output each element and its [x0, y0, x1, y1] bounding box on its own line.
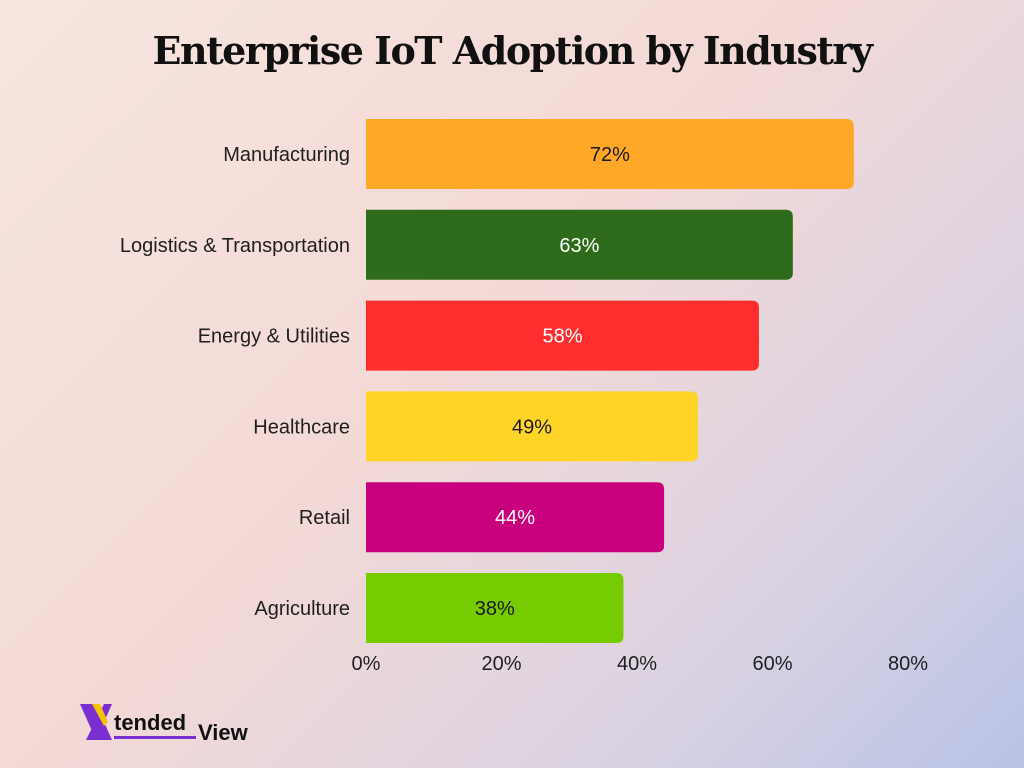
x-tick-label: 20% — [481, 653, 521, 675]
category-label: Agriculture — [254, 598, 350, 620]
category-label: Logistics & Transportation — [120, 235, 350, 257]
logo-word-view: View — [198, 720, 249, 745]
bar-2 — [366, 300, 759, 371]
xtendedview-logo: tended View — [80, 704, 249, 745]
category-label: Energy & Utilities — [198, 326, 350, 348]
bar-3 — [366, 391, 698, 462]
x-tick-label: 0% — [352, 653, 381, 675]
logo-word-tended: tended — [114, 710, 186, 735]
bar-4 — [366, 482, 665, 553]
bar-1 — [366, 209, 793, 280]
logo-underline — [114, 736, 196, 739]
value-label: 44% — [495, 507, 535, 529]
x-axis-ticks: 0% 20% 40% 60% 80% — [352, 653, 929, 675]
value-label: 63% — [559, 235, 599, 257]
bars-layer — [366, 119, 854, 643]
value-label: 38% — [475, 598, 515, 620]
x-tick-label: 60% — [752, 653, 792, 675]
x-logo-mark — [80, 704, 112, 740]
value-labels: 72% 63% 58% 49% 44% 38% — [475, 144, 630, 620]
bar-5 — [366, 573, 624, 643]
category-labels: Manufacturing Logistics & Transportation E… — [120, 144, 350, 620]
x-tick-label: 40% — [617, 653, 657, 675]
value-label: 72% — [590, 144, 630, 166]
x-tick-label: 80% — [888, 653, 928, 675]
bar-chart: Manufacturing Logistics & Transportation E… — [120, 119, 929, 675]
chart-title: Enterprise IoT Adoption by Industry — [152, 28, 874, 73]
bar-0 — [366, 119, 854, 189]
category-label: Retail — [299, 507, 350, 529]
category-label: Manufacturing — [223, 144, 350, 166]
value-label: 58% — [542, 326, 582, 348]
value-label: 49% — [512, 416, 552, 438]
category-label: Healthcare — [253, 416, 350, 438]
